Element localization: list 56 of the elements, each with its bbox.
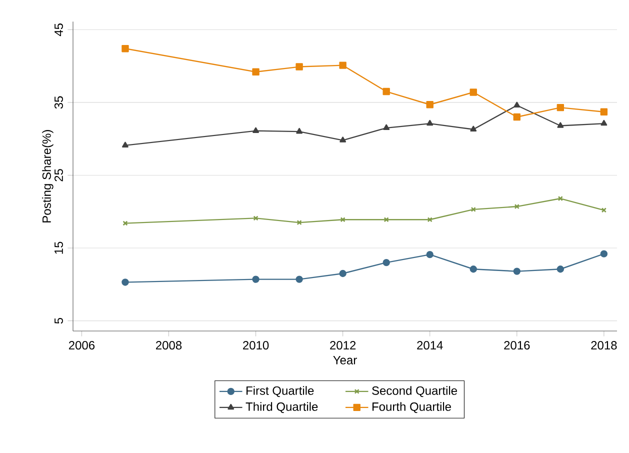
- point: [384, 217, 389, 222]
- point: [122, 44, 129, 52]
- point: [513, 113, 521, 121]
- x-tick-label: 2016: [504, 341, 530, 350]
- y-axis-title: Posting Share(%): [42, 130, 54, 222]
- legend-label: Fourth Quartile: [372, 402, 451, 414]
- y-tick-label: 25: [54, 169, 63, 182]
- x-tick-label: 2014: [417, 341, 443, 350]
- x-axis-title: Year: [333, 356, 357, 364]
- point: [600, 250, 608, 258]
- y-tick-label: 45: [54, 24, 63, 36]
- x-tick-label: 2008: [156, 341, 182, 350]
- point: [252, 68, 260, 76]
- point: [513, 268, 521, 275]
- point: [557, 122, 564, 128]
- point: [253, 216, 258, 221]
- point: [426, 101, 434, 108]
- x-tick-label: 2018: [591, 341, 617, 350]
- y-tick-label: 5: [54, 318, 63, 324]
- point: [470, 126, 477, 132]
- y-tick-label: 15: [54, 242, 63, 254]
- point: [122, 278, 129, 286]
- point: [252, 127, 259, 133]
- point: [600, 108, 608, 116]
- point: [426, 120, 434, 126]
- point: [296, 128, 303, 134]
- legend-label: Third Quartile: [246, 402, 318, 414]
- point: [382, 88, 390, 96]
- point: [470, 206, 476, 212]
- point: [558, 196, 563, 202]
- point: [514, 204, 520, 210]
- point: [383, 124, 390, 130]
- legend-label: Second Quartile: [372, 386, 458, 398]
- point: [556, 266, 564, 273]
- point: [382, 258, 390, 266]
- point: [514, 102, 520, 108]
- point: [556, 104, 564, 112]
- x-tick-label: 2012: [330, 341, 356, 350]
- legend-label: First Quartile: [246, 386, 314, 398]
- point: [252, 276, 260, 283]
- point: [339, 62, 346, 69]
- point: [339, 270, 346, 278]
- point: [296, 276, 303, 283]
- point: [122, 142, 128, 148]
- point: [470, 266, 477, 273]
- x-tick-label: 2010: [243, 341, 269, 350]
- point: [426, 250, 434, 258]
- point: [427, 217, 432, 222]
- y-tick-label: 35: [54, 96, 63, 109]
- point: [600, 120, 608, 126]
- x-tick-label: 2006: [68, 341, 95, 350]
- point: [296, 220, 302, 226]
- point: [340, 217, 346, 222]
- point: [340, 136, 346, 142]
- point: [470, 88, 477, 96]
- point: [296, 63, 303, 70]
